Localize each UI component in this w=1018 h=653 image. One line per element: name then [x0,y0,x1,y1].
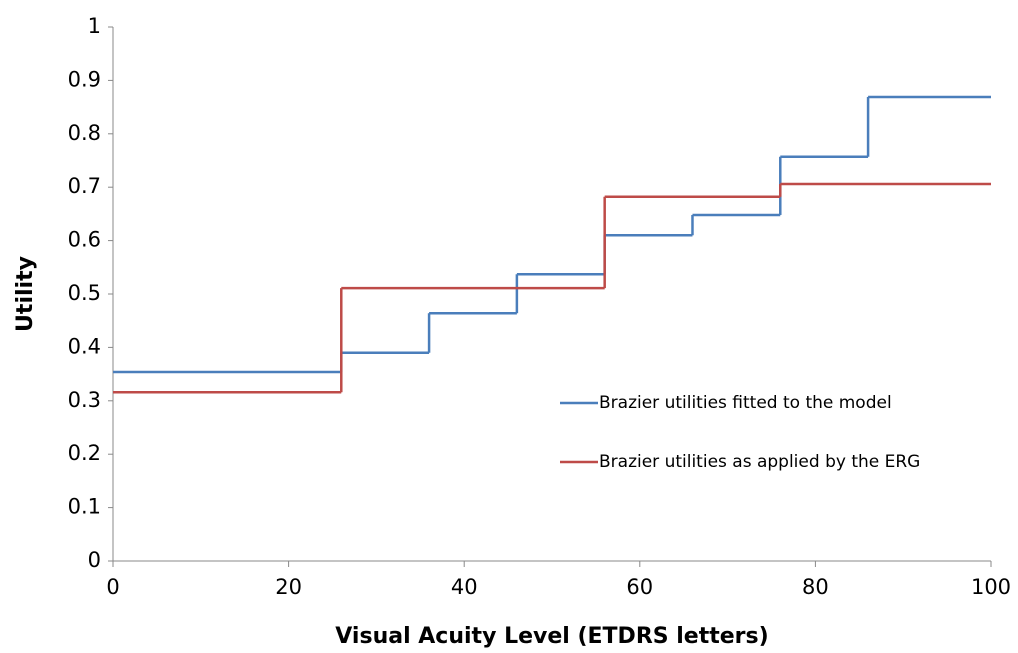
x-tick-label: 100 [971,575,1011,599]
y-tick-label: 1 [88,14,101,38]
x-tick-label: 20 [275,575,302,599]
y-tick-label: 0.2 [68,441,101,465]
x-tick-label: 80 [802,575,829,599]
x-tick-label: 60 [626,575,653,599]
x-tick-label: 40 [451,575,478,599]
y-tick-label: 0.3 [68,388,101,412]
y-axis-title: Utility [13,256,38,332]
y-tick-label: 0.7 [68,174,101,198]
y-tick-label: 0.6 [68,228,101,252]
y-tick-label: 0.5 [68,281,101,305]
x-tick-label: 0 [106,575,119,599]
legend-label: Brazier utilities fitted to the model [599,393,892,413]
legend-label: Brazier utilities as applied by the ERG [599,452,920,472]
y-tick-label: 0.4 [68,334,101,358]
y-tick-label: 0.1 [68,495,101,519]
y-tick-label: 0.8 [68,121,101,145]
y-tick-label: 0.9 [68,67,101,91]
x-axis-title: Visual Acuity Level (ETDRS letters) [335,624,768,649]
y-tick-label: 0 [88,548,101,572]
